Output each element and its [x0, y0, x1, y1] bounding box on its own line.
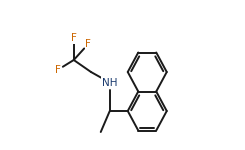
Text: F: F: [85, 39, 91, 49]
Text: NH: NH: [102, 78, 118, 87]
Text: F: F: [55, 65, 61, 75]
Text: F: F: [71, 33, 77, 43]
